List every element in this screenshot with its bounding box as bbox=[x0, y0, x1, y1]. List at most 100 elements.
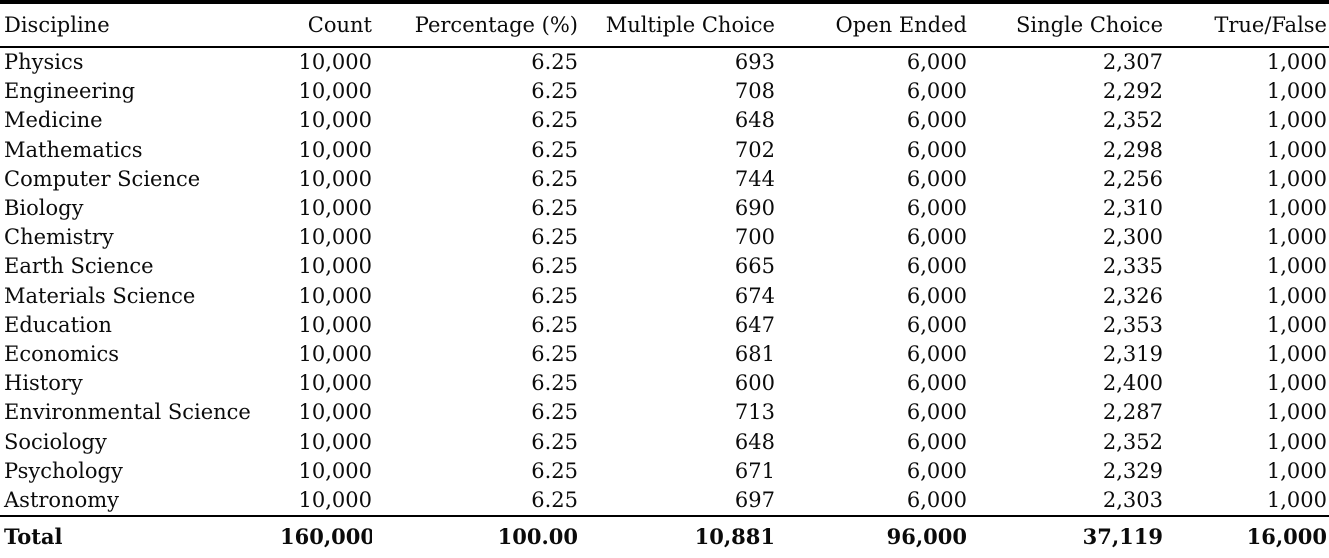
total-open-ended: 96,000 bbox=[775, 515, 967, 558]
cell-count: 10,000 bbox=[298, 137, 372, 162]
cell-count: 10,000 bbox=[298, 429, 372, 454]
cell-count: 10,000 bbox=[298, 50, 372, 74]
cell-open-ended: 6,000 bbox=[906, 196, 967, 221]
table-body: Physics 10,000 6.25 693 6,000 2,307 1,000 Engin… bbox=[0, 47, 1329, 516]
cell-true-false: 1,000 bbox=[1266, 166, 1327, 191]
cell-multiple-choice: 647 bbox=[734, 312, 775, 337]
table-row: Mathematics 10,000 6.25 702 6,000 2,298 1,000 bbox=[0, 136, 1329, 165]
cell-count: 10,000 bbox=[298, 254, 372, 279]
table-total: Total 160,000 100.00 10,881 96,000 37,119 16,0… bbox=[0, 515, 1329, 558]
total-count: 160,000 bbox=[280, 515, 372, 558]
cell-true-false: 1,000 bbox=[1266, 283, 1327, 308]
cell-open-ended: 6,000 bbox=[906, 50, 967, 74]
cell-percentage: 6.25 bbox=[531, 166, 578, 191]
cell-percentage: 6.25 bbox=[531, 342, 578, 367]
discipline-cell: Earth Science bbox=[4, 254, 154, 279]
cell-open-ended: 6,000 bbox=[906, 488, 967, 513]
table-row: Economics 10,000 6.25 681 6,000 2,319 1,000 bbox=[0, 340, 1329, 369]
discipline-cell: Chemistry bbox=[4, 225, 114, 250]
discipline-cell: Environmental Science bbox=[4, 400, 251, 425]
cell-percentage: 6.25 bbox=[531, 196, 578, 221]
cell-percentage: 6.25 bbox=[531, 254, 578, 279]
cell-open-ended: 6,000 bbox=[906, 429, 967, 454]
discipline-cell: Economics bbox=[4, 342, 120, 367]
cell-percentage: 6.25 bbox=[531, 283, 578, 308]
column-header-discipline: Discipline bbox=[0, 0, 280, 48]
table-row: Engineering 10,000 6.25 708 6,000 2,292 1,000 bbox=[0, 77, 1329, 106]
cell-open-ended: 6,000 bbox=[906, 283, 967, 308]
cell-count: 10,000 bbox=[298, 108, 372, 133]
column-header-count: Count bbox=[280, 0, 372, 48]
cell-open-ended: 6,000 bbox=[906, 312, 967, 337]
cell-single-choice: 2,307 bbox=[1102, 50, 1163, 74]
cell-true-false: 1,000 bbox=[1266, 400, 1327, 425]
cell-count: 10,000 bbox=[298, 371, 372, 396]
cell-percentage: 6.25 bbox=[531, 50, 578, 74]
cell-count: 10,000 bbox=[298, 166, 372, 191]
column-header-single-choice: Single Choice bbox=[967, 0, 1163, 48]
discipline-cell: Physics bbox=[4, 50, 84, 74]
discipline-cell: Medicine bbox=[4, 108, 103, 133]
cell-open-ended: 6,000 bbox=[906, 225, 967, 250]
cell-percentage: 6.25 bbox=[531, 225, 578, 250]
cell-open-ended: 6,000 bbox=[906, 166, 967, 191]
cell-multiple-choice: 697 bbox=[734, 488, 775, 513]
table-row: Medicine 10,000 6.25 648 6,000 2,352 1,000 bbox=[0, 106, 1329, 135]
cell-count: 10,000 bbox=[298, 400, 372, 425]
cell-multiple-choice: 713 bbox=[734, 400, 775, 425]
table-row: Astronomy 10,000 6.25 697 6,000 2,303 1,000 bbox=[0, 486, 1329, 516]
discipline-cell: Engineering bbox=[4, 79, 136, 104]
cell-true-false: 1,000 bbox=[1266, 137, 1327, 162]
cell-multiple-choice: 671 bbox=[734, 458, 775, 483]
discipline-cell: Sociology bbox=[4, 429, 107, 454]
cell-single-choice: 2,292 bbox=[1102, 79, 1163, 104]
discipline-cell: History bbox=[4, 371, 83, 396]
cell-multiple-choice: 690 bbox=[734, 196, 775, 221]
cell-single-choice: 2,298 bbox=[1102, 137, 1163, 162]
total-multiple-choice: 10,881 bbox=[578, 515, 775, 558]
cell-open-ended: 6,000 bbox=[906, 108, 967, 133]
cell-open-ended: 6,000 bbox=[906, 400, 967, 425]
cell-percentage: 6.25 bbox=[531, 312, 578, 337]
cell-count: 10,000 bbox=[298, 225, 372, 250]
cell-open-ended: 6,000 bbox=[906, 371, 967, 396]
column-header-true-false: True/False bbox=[1163, 0, 1329, 48]
cell-count: 10,000 bbox=[298, 196, 372, 221]
table-row: Sociology 10,000 6.25 648 6,000 2,352 1,000 bbox=[0, 428, 1329, 457]
table-row: Education 10,000 6.25 647 6,000 2,353 1,000 bbox=[0, 311, 1329, 340]
table-row: Environmental Science 10,000 6.25 713 6,000 2… bbox=[0, 398, 1329, 427]
cell-single-choice: 2,326 bbox=[1102, 283, 1163, 308]
cell-percentage: 6.25 bbox=[531, 458, 578, 483]
cell-percentage: 6.25 bbox=[531, 137, 578, 162]
cell-count: 10,000 bbox=[298, 458, 372, 483]
cell-multiple-choice: 693 bbox=[734, 50, 775, 74]
total-percentage: 100.00 bbox=[372, 515, 578, 558]
table-row: Chemistry 10,000 6.25 700 6,000 2,300 1,000 bbox=[0, 223, 1329, 252]
discipline-cell: Mathematics bbox=[4, 137, 143, 162]
cell-count: 10,000 bbox=[298, 283, 372, 308]
cell-count: 10,000 bbox=[298, 79, 372, 104]
cell-single-choice: 2,352 bbox=[1102, 108, 1163, 133]
discipline-cell: Computer Science bbox=[4, 166, 201, 191]
cell-percentage: 6.25 bbox=[531, 79, 578, 104]
cell-percentage: 6.25 bbox=[531, 488, 578, 513]
cell-true-false: 1,000 bbox=[1266, 225, 1327, 250]
column-header-multiple-choice: Multiple Choice bbox=[578, 0, 775, 48]
cell-multiple-choice: 681 bbox=[734, 342, 775, 367]
cell-percentage: 6.25 bbox=[531, 429, 578, 454]
cell-true-false: 1,000 bbox=[1266, 312, 1327, 337]
cell-multiple-choice: 648 bbox=[734, 429, 775, 454]
cell-true-false: 1,000 bbox=[1266, 79, 1327, 104]
cell-single-choice: 2,287 bbox=[1102, 400, 1163, 425]
column-header-open-ended: Open Ended bbox=[775, 0, 967, 48]
cell-true-false: 1,000 bbox=[1266, 50, 1327, 74]
cell-true-false: 1,000 bbox=[1266, 342, 1327, 367]
cell-multiple-choice: 744 bbox=[734, 166, 775, 191]
cell-true-false: 1,000 bbox=[1266, 458, 1327, 483]
table-header: Discipline Count Percentage (%) Multiple Ch… bbox=[0, 0, 1329, 48]
cell-single-choice: 2,256 bbox=[1102, 166, 1163, 191]
cell-open-ended: 6,000 bbox=[906, 458, 967, 483]
cell-single-choice: 2,329 bbox=[1102, 458, 1163, 483]
cell-multiple-choice: 600 bbox=[734, 371, 775, 396]
discipline-cell: Biology bbox=[4, 196, 84, 221]
